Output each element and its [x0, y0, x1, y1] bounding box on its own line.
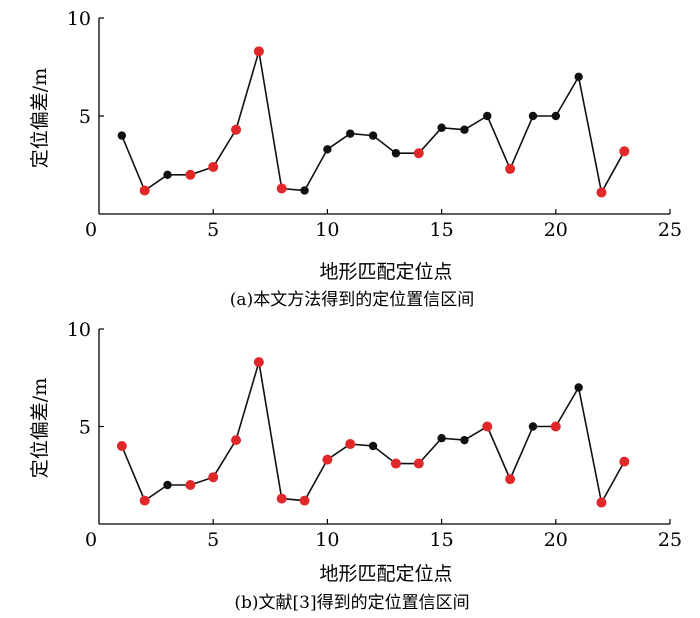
data-point	[253, 46, 264, 57]
data-point	[460, 125, 469, 134]
data-point	[139, 495, 150, 506]
data-point	[163, 480, 172, 490]
data-point	[528, 422, 538, 431]
data-point	[116, 441, 127, 451]
data-point	[345, 439, 356, 450]
data-point	[437, 434, 446, 443]
data-point	[550, 421, 561, 432]
data-point	[596, 187, 607, 198]
data-point	[276, 183, 287, 194]
x-tick-label: 25	[658, 219, 682, 241]
y-tick-label: 10	[67, 319, 91, 341]
data-point	[323, 145, 332, 154]
data-point	[483, 111, 492, 121]
data-point	[528, 111, 538, 121]
y-tick-label: 5	[79, 417, 91, 439]
y-tick-label: 10	[67, 8, 91, 30]
x-tick-label: 10	[315, 219, 339, 241]
data-point	[574, 72, 583, 82]
data-point	[482, 421, 493, 432]
data-point	[163, 170, 172, 179]
data-point	[300, 186, 309, 195]
chart-b-y-label: 定位偏差/m	[29, 378, 51, 478]
x-tick-label: 15	[430, 219, 454, 241]
data-point	[231, 124, 242, 135]
chart-a-ticks: 0 5 10 15 20 25 5 10	[67, 8, 682, 241]
x-tick-label: 10	[315, 529, 339, 551]
data-point	[139, 185, 150, 196]
data-point	[208, 161, 219, 172]
chart-b-x-label: 地形匹配定位点	[319, 563, 452, 585]
series-line	[121, 361, 625, 505]
data-point	[619, 456, 630, 467]
data-point	[208, 472, 219, 483]
chart-b-axes	[98, 329, 670, 525]
chart-panel-a: 0 5 10 15 20 25 5 10 定位偏差/m 地形匹配定位点 (a)本文方法得到的定…	[29, 8, 682, 310]
chart-a-axes	[98, 18, 670, 215]
chart-b-ticks: 0 5 10 15 20 25 5 10	[67, 319, 682, 551]
data-point	[505, 163, 516, 174]
x-tick-label: 25	[658, 529, 682, 551]
x-tick-label: 0	[85, 219, 97, 241]
data-point	[460, 435, 469, 445]
chart-b-caption: (b)文献[3]得到的定位置信区间	[234, 593, 469, 613]
x-tick-label: 5	[207, 529, 219, 551]
data-point	[346, 129, 355, 138]
chart-a-y-label: 定位偏差/m	[29, 68, 51, 168]
data-point	[299, 495, 310, 506]
data-point	[391, 149, 401, 158]
data-point	[368, 441, 378, 451]
data-point	[413, 148, 424, 159]
data-point	[551, 111, 560, 121]
data-point	[505, 474, 516, 485]
data-point	[185, 480, 196, 490]
data-point	[231, 435, 242, 446]
data-point	[390, 458, 401, 469]
x-tick-label: 20	[544, 219, 568, 241]
series-line	[121, 51, 625, 195]
chart-a-x-label: 地形匹配定位点	[319, 261, 452, 283]
x-tick-label: 0	[85, 529, 97, 551]
data-point	[322, 454, 333, 465]
data-point	[596, 497, 607, 508]
data-point	[413, 458, 424, 469]
x-tick-label: 20	[544, 529, 568, 551]
chart-a-caption: (a)本文方法得到的定位置信区间	[230, 290, 474, 310]
data-point	[117, 131, 127, 140]
data-point	[619, 146, 630, 157]
x-tick-label: 5	[207, 219, 219, 241]
x-tick-label: 15	[430, 529, 454, 551]
data-point	[185, 169, 196, 180]
data-point	[437, 123, 446, 132]
chart-panel-b: 0 5 10 15 20 25 5 10 定位偏差/m 地形匹配定位点 (b)文献[3]得到的…	[29, 319, 682, 613]
y-tick-label: 5	[79, 106, 91, 128]
data-point	[276, 493, 287, 504]
data-point	[574, 383, 583, 392]
chart-b-series	[116, 357, 630, 508]
data-point	[253, 357, 264, 368]
data-point	[368, 131, 378, 140]
chart-a-series	[117, 46, 630, 198]
